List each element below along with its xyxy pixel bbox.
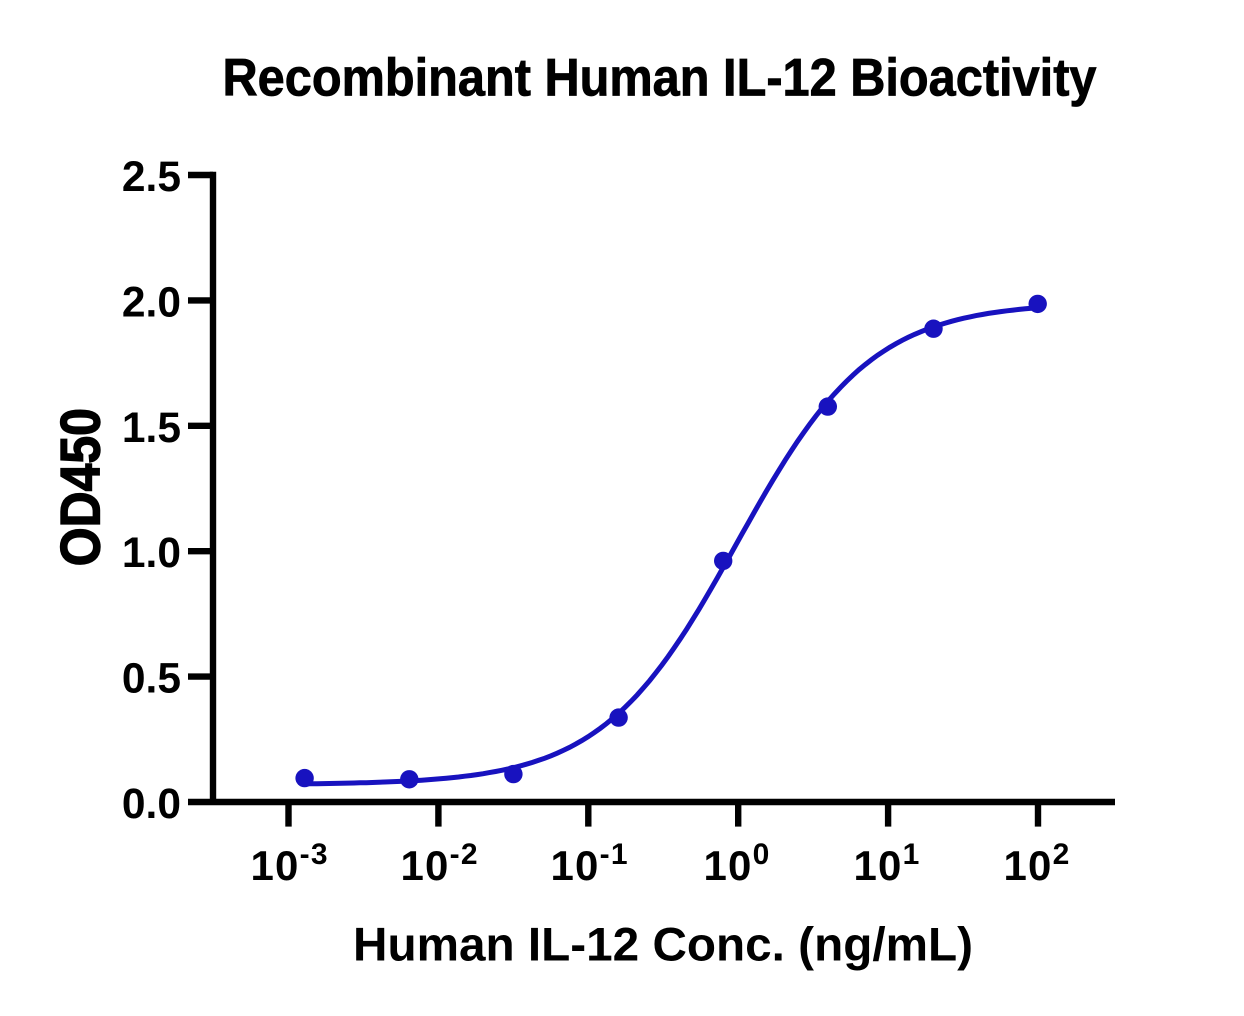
svg-text:100: 100 xyxy=(704,838,771,889)
svg-text:2.0: 2.0 xyxy=(122,279,181,326)
svg-text:10-1: 10-1 xyxy=(551,838,629,889)
svg-text:10-3: 10-3 xyxy=(251,838,329,889)
svg-text:OD450: OD450 xyxy=(48,408,111,566)
svg-text:0.5: 0.5 xyxy=(122,656,181,703)
svg-text:Recombinant Human IL-12 Bioact: Recombinant Human IL-12 Bioactivity xyxy=(223,49,1097,108)
svg-text:10-2: 10-2 xyxy=(401,838,479,889)
svg-text:101: 101 xyxy=(854,838,921,889)
svg-text:2.5: 2.5 xyxy=(122,154,181,201)
svg-text:1.5: 1.5 xyxy=(122,405,181,452)
svg-text:102: 102 xyxy=(1004,838,1071,889)
svg-text:Human IL-12 Conc. (ng/mL): Human IL-12 Conc. (ng/mL) xyxy=(353,918,973,971)
svg-text:1.0: 1.0 xyxy=(122,530,181,577)
svg-text:0.0: 0.0 xyxy=(122,781,181,828)
